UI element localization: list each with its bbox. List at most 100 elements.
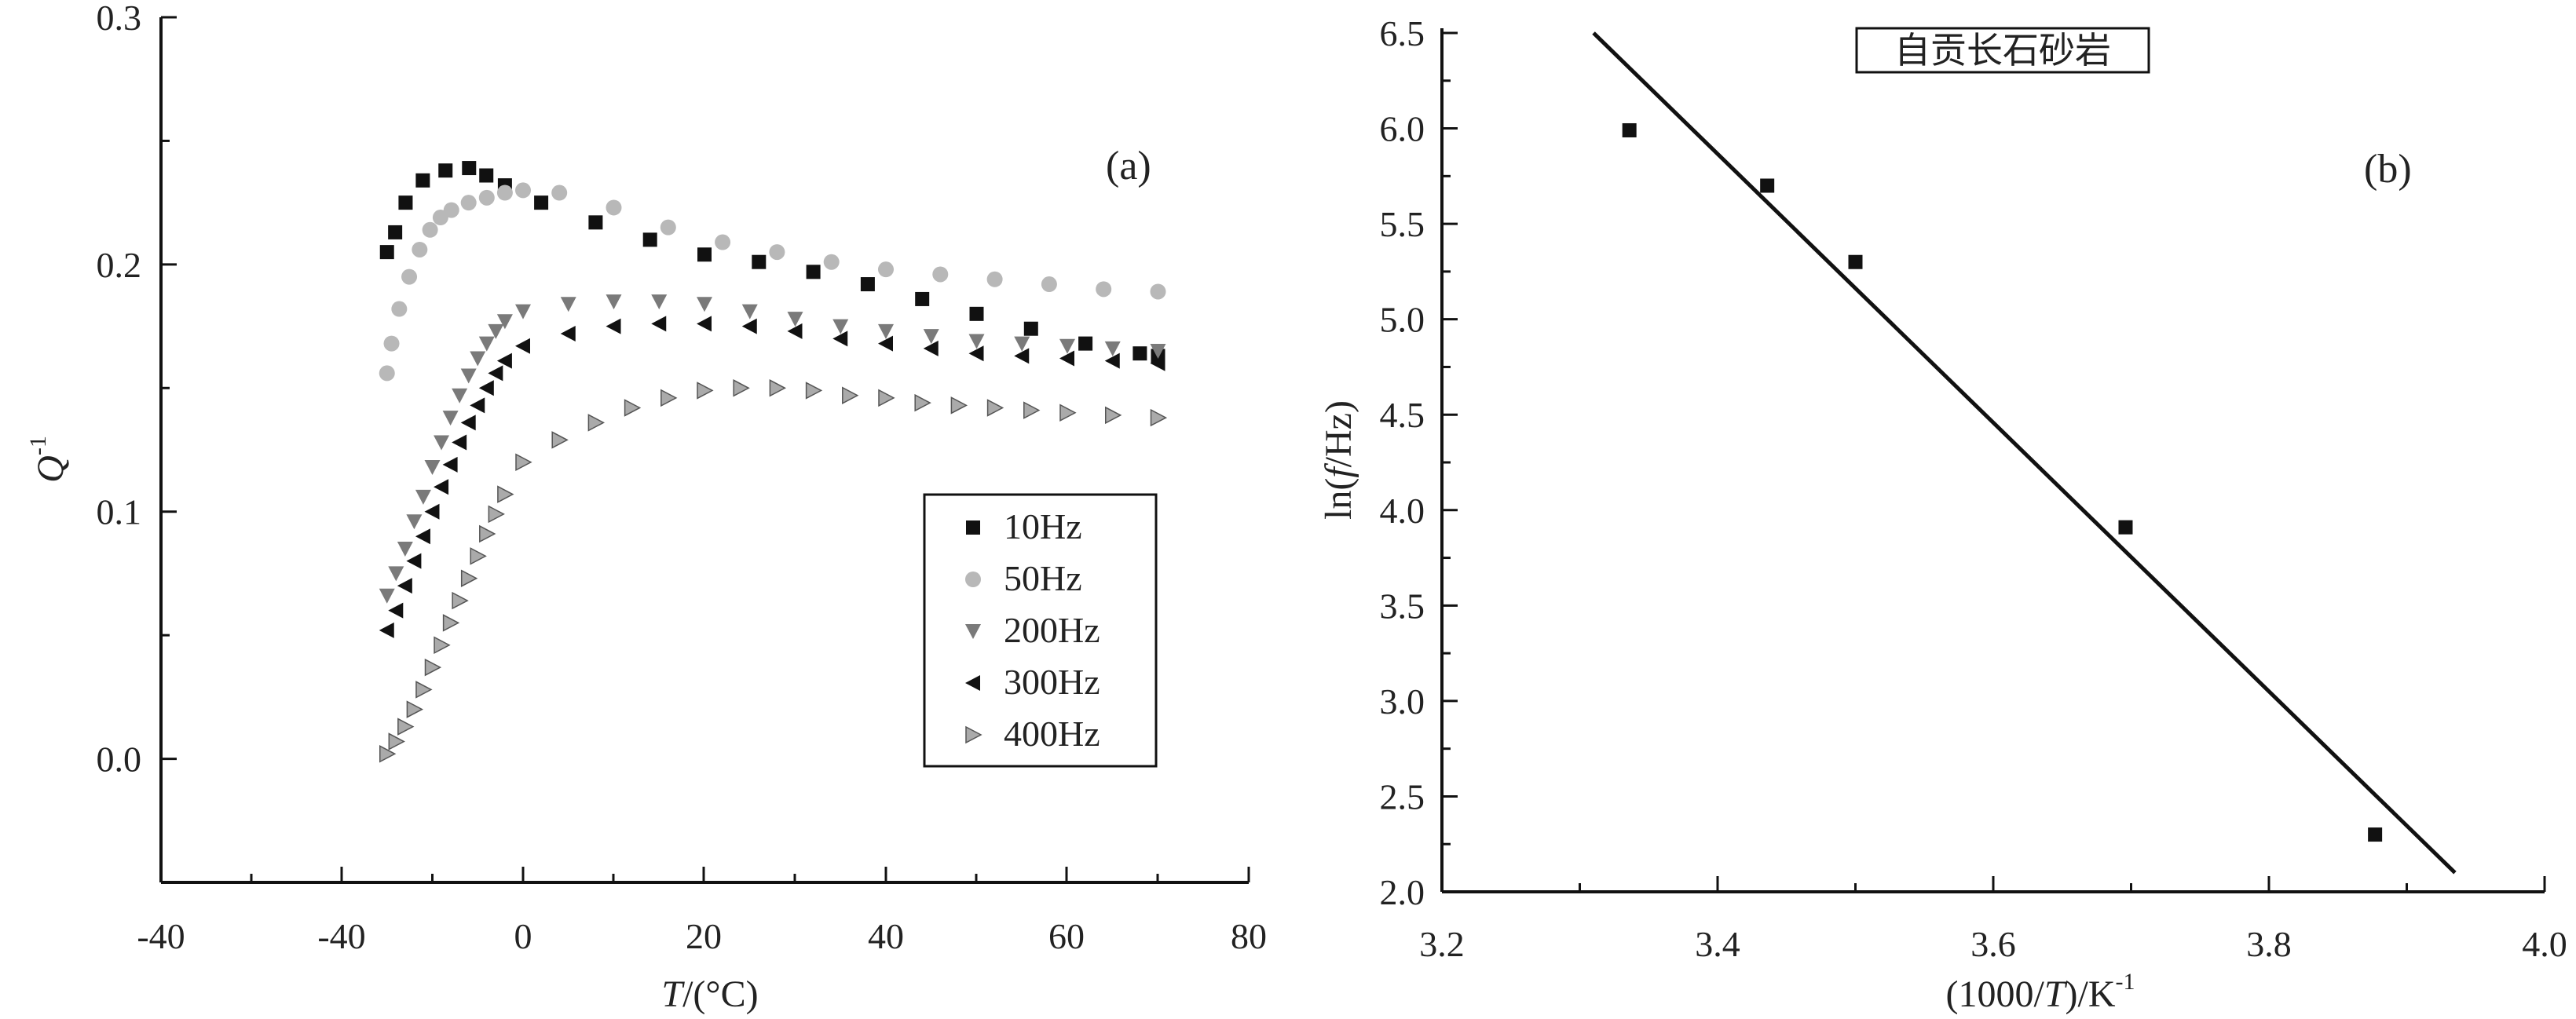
legend-marker — [965, 675, 980, 691]
data-point — [1150, 355, 1165, 371]
legend: 10Hz 50Hz 200Hz 300Hz 400Hz — [923, 493, 1158, 768]
data-point — [914, 393, 931, 412]
panel-b-y-axis-title: ln(f/Hz) — [1318, 400, 1359, 520]
data-point — [606, 199, 622, 216]
legend-marker-200hz — [965, 624, 981, 639]
data-point — [733, 379, 750, 397]
data-point — [986, 271, 1003, 287]
data-point — [379, 245, 394, 260]
data-point — [397, 718, 415, 736]
legend-box — [923, 493, 1158, 768]
legend-item: 50Hz — [965, 558, 1082, 598]
data-point — [624, 399, 642, 417]
data-point — [424, 503, 440, 520]
data-point — [479, 168, 494, 183]
x-tick-label: 3.8 — [2246, 924, 2292, 964]
data-point — [424, 658, 442, 677]
data-point — [1132, 346, 1147, 361]
data-point — [787, 312, 803, 327]
data-point — [388, 566, 404, 582]
x-tick-label: 80 — [1231, 916, 1267, 956]
data-point — [434, 479, 449, 495]
series-200hz — [379, 294, 1166, 604]
panel-b-fit-line — [1592, 31, 2457, 875]
data-point — [832, 319, 849, 334]
data-point — [806, 265, 821, 279]
data-point — [769, 244, 785, 261]
data-point — [551, 184, 568, 201]
data-point — [1150, 283, 1166, 300]
data-point — [488, 323, 504, 339]
data-point — [878, 335, 893, 352]
data-point — [488, 505, 505, 524]
x-tick-label: 0 — [514, 916, 532, 956]
legend-marker-400hz — [965, 725, 982, 744]
data-point — [1104, 341, 1121, 356]
data-point — [1105, 406, 1122, 425]
data-point — [406, 553, 422, 569]
data-point — [470, 547, 487, 565]
data-point — [401, 268, 418, 285]
legend-label-300hz: 300Hz — [1004, 662, 1100, 702]
series-50hz — [379, 182, 1166, 382]
data-point — [515, 304, 531, 320]
legend-marker — [966, 520, 980, 535]
y-tick-label: 5.5 — [1380, 204, 1425, 244]
data-point — [752, 254, 767, 269]
annotation-box-text: 自贡长石砂岩 — [1894, 29, 2111, 71]
data-point — [2368, 827, 2383, 842]
y-tick-label: 0.3 — [97, 0, 142, 38]
x-tick-label: 20 — [686, 916, 722, 956]
data-point — [383, 335, 400, 352]
data-point — [606, 318, 621, 334]
data-point — [478, 189, 495, 206]
x-tick-label: 3.2 — [1419, 924, 1465, 964]
data-point — [415, 173, 430, 188]
data-point — [478, 336, 495, 352]
series-300hz — [379, 316, 1165, 638]
data-point — [860, 277, 875, 292]
data-point — [379, 365, 395, 382]
legend-label-400hz: 400Hz — [1004, 714, 1100, 754]
x-tick-label: 3.6 — [1970, 924, 2016, 964]
data-point — [478, 380, 494, 396]
legend-marker — [965, 725, 982, 744]
data-point — [424, 460, 441, 476]
data-point — [452, 388, 468, 404]
x-tick-label: 40 — [868, 916, 904, 956]
legend-marker-300hz — [965, 675, 980, 691]
fit-line — [1592, 31, 2457, 875]
data-point — [1104, 352, 1120, 369]
x-tick-label: 60 — [1048, 916, 1085, 956]
x-tick-label: -40 — [317, 916, 365, 956]
data-point — [470, 351, 486, 367]
legend-label-50hz: 50Hz — [1004, 558, 1082, 598]
data-point — [422, 221, 438, 238]
data-point — [397, 578, 412, 594]
panel-a-y-axis-title: Q-1 — [25, 436, 71, 483]
data-point — [715, 234, 731, 250]
panel-a-x-tick-labels: -40 -40 0 20 40 60 80 — [137, 916, 1267, 956]
y-tick-label: 3.0 — [1380, 681, 1425, 721]
panel-a-chart: -40 -40 0 20 40 60 80 0.00.10.20.3 (a) T/(°C) … — [25, 0, 1267, 1015]
y-tick-label: 4.5 — [1380, 395, 1425, 435]
data-point — [1014, 336, 1030, 352]
data-point — [434, 435, 450, 451]
legend-item: 10Hz — [966, 506, 1082, 546]
data-point — [642, 232, 657, 247]
data-point — [697, 297, 712, 312]
data-point — [442, 456, 458, 473]
data-point — [515, 182, 531, 199]
panel-a-label: (a) — [1106, 144, 1151, 188]
data-point — [1041, 276, 1057, 293]
legend-item: 200Hz — [965, 610, 1100, 650]
data-point — [697, 316, 712, 332]
data-point — [406, 700, 424, 718]
data-point — [1059, 338, 1075, 354]
data-point — [769, 379, 787, 397]
panel-a-ticks — [159, 16, 1250, 884]
data-point — [651, 316, 667, 332]
data-point — [588, 215, 603, 230]
annotation-box: 自贡长石砂岩 — [1855, 27, 2150, 74]
data-point — [2118, 520, 2133, 535]
